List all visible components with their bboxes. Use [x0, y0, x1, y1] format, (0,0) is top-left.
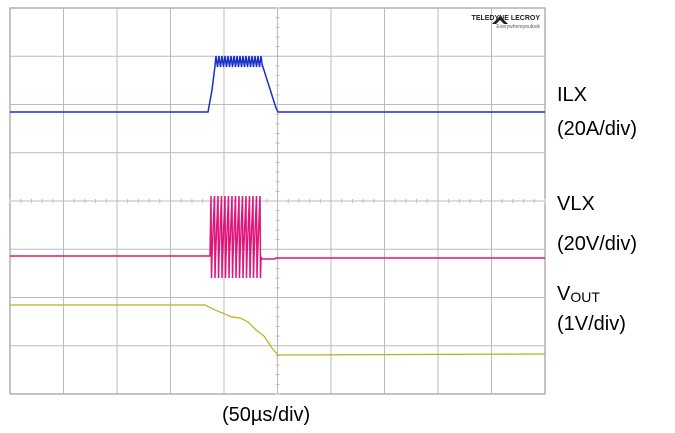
channel-scale: (1V/div)	[557, 313, 626, 335]
channel-name-main: V	[557, 283, 571, 305]
channel-scale: (20A/div)	[557, 118, 638, 140]
channel-scale: (20V/div)	[557, 233, 638, 255]
vlx-trace	[10, 195, 545, 279]
timebase: (50µs/div)	[222, 404, 311, 426]
waveforms	[10, 55, 546, 356]
channel-name: VOUT	[557, 283, 600, 306]
channel-name: VLX	[557, 193, 595, 215]
logo-mark	[492, 16, 508, 24]
logo-brand: TELEDYNE LECROY	[472, 15, 541, 22]
channel-name-sub: OUT	[570, 289, 600, 305]
grid	[9, 7, 546, 395]
channel-name: ILX	[557, 84, 588, 106]
vout-trace	[10, 304, 546, 356]
logo-tagline: Everywhereyoulook	[496, 24, 540, 30]
ilx-trace	[10, 55, 545, 113]
